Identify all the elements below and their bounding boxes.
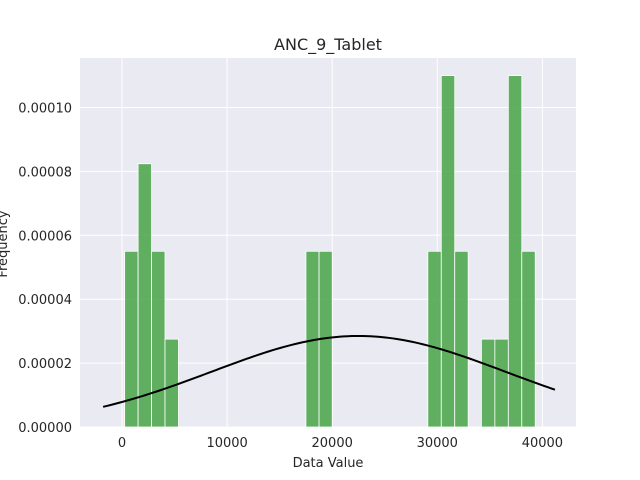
y-tick-label: 0.00002 [18, 357, 72, 372]
histogram-bar [427, 250, 442, 428]
x-tick-label: 0 [118, 436, 126, 451]
histogram-bar [440, 75, 456, 428]
x-tick-label: 30000 [417, 436, 458, 451]
y-tick-label: 0.00000 [18, 421, 72, 436]
histogram-bar [151, 250, 166, 428]
y-tick-labels: 0.00000 0.00002 0.00004 0.00006 0.00008 0.000… [18, 102, 72, 436]
y-tick-label: 0.00004 [18, 293, 72, 308]
histogram-bar [137, 163, 152, 428]
histogram-bars [124, 75, 536, 428]
histogram-bar [521, 250, 536, 428]
x-tick-label: 20000 [312, 436, 353, 451]
chart-title: ANC_9_Tablet [274, 35, 382, 55]
x-tick-label: 10000 [206, 436, 247, 451]
y-tick-label: 0.00010 [18, 102, 72, 117]
x-tick-labels: 0 10000 20000 30000 40000 [118, 436, 563, 451]
histogram-bar [164, 338, 179, 428]
histogram-bar [481, 338, 496, 428]
density-curve [102, 334, 556, 408]
y-axis-label: Frequency [0, 210, 11, 277]
histogram-bar [494, 338, 509, 428]
x-tick-label: 40000 [522, 436, 563, 451]
histogram-bar [454, 250, 469, 428]
y-tick-label: 0.00008 [18, 165, 72, 180]
x-axis-label: Data Value [293, 456, 364, 471]
y-tick-label: 0.00006 [18, 229, 72, 244]
